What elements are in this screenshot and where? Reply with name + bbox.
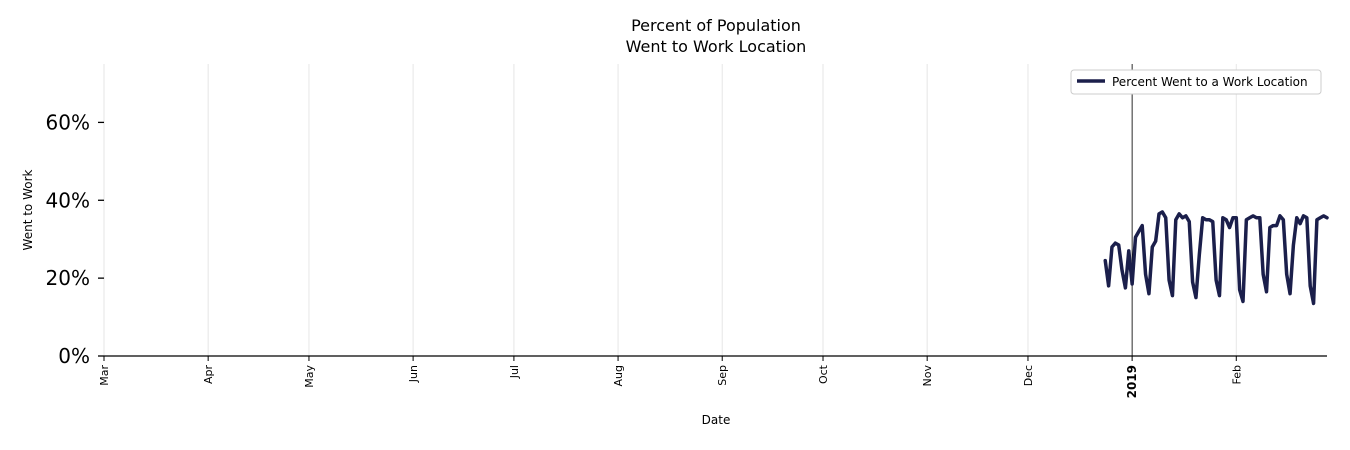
x-tick-label: Jul bbox=[508, 365, 521, 379]
x-tick-label: Jun bbox=[407, 365, 420, 383]
x-tick-label: Dec bbox=[1022, 365, 1035, 386]
x-tick-label: Feb bbox=[1230, 365, 1243, 384]
y-axis-ticks: 0% 20% 40% 60% bbox=[46, 110, 104, 368]
x-tick-label: Mar bbox=[98, 365, 111, 386]
x-axis-label: Date bbox=[702, 413, 731, 427]
chart-title-line1: Percent of Population bbox=[631, 16, 801, 35]
x-tick-label: Oct bbox=[817, 364, 830, 384]
y-tick-label: 20% bbox=[46, 266, 90, 290]
legend-label: Percent Went to a Work Location bbox=[1112, 75, 1308, 89]
legend-box bbox=[1070, 69, 1322, 95]
x-tick-label: May bbox=[303, 365, 316, 388]
x-tick-label: Nov bbox=[921, 365, 934, 387]
legend: Percent Went to a Work Location bbox=[1070, 69, 1322, 95]
y-axis-label: Went to Work bbox=[21, 169, 35, 250]
y-tick-label: 40% bbox=[46, 188, 90, 212]
y-tick-label: 60% bbox=[46, 110, 90, 134]
x-tick-label: Sep bbox=[716, 365, 729, 386]
x-tick-label: Apr bbox=[202, 365, 215, 385]
x-gridlines bbox=[103, 64, 1237, 356]
x-tick-label: Aug bbox=[612, 365, 625, 386]
series-line bbox=[1103, 210, 1329, 306]
chart-title-line2: Went to Work Location bbox=[626, 37, 807, 56]
x-axis-ticks: Mar Apr May Jun Jul Aug Sep Oct Nov Dec 2019 Feb bbox=[98, 356, 1243, 398]
x-tick-label: 2019 bbox=[1125, 365, 1139, 398]
series-lines bbox=[1103, 210, 1329, 306]
y-tick-label: 0% bbox=[58, 344, 90, 368]
